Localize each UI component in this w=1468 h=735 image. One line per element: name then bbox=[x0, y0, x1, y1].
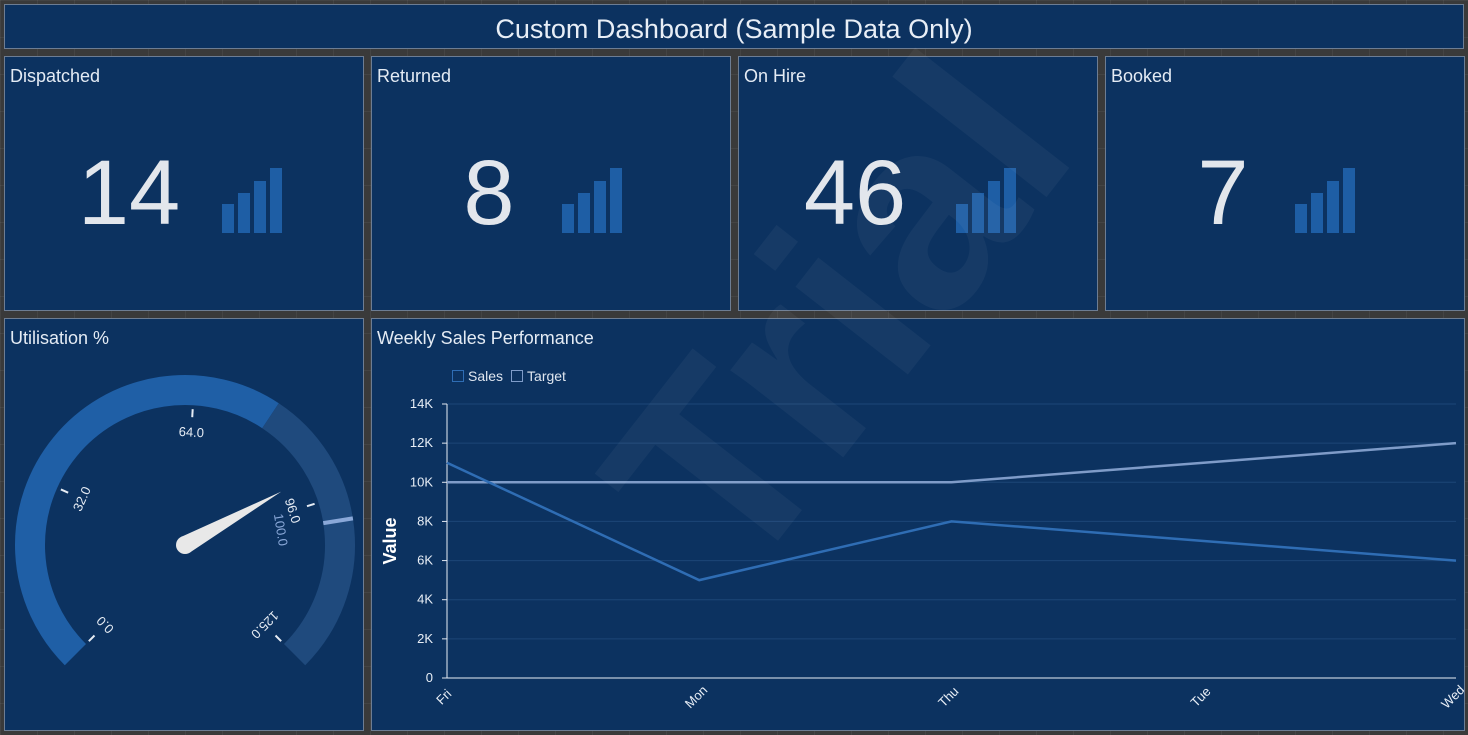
signal-bars-icon bbox=[956, 168, 1016, 233]
chart-panel: Weekly Sales Performance Sales Target 0 2… bbox=[371, 318, 1465, 731]
gauge-tick-label: 0.0 bbox=[93, 613, 116, 636]
kpi-value: 7 bbox=[1197, 142, 1249, 244]
kpi-panel-booked: Booked 7 bbox=[1105, 56, 1465, 311]
x-tick-label: Thu bbox=[935, 684, 961, 710]
legend-item-target[interactable]: Target bbox=[511, 368, 566, 384]
kpi-panel-returned: Returned 8 bbox=[371, 56, 731, 311]
gauge-arc-track bbox=[262, 403, 355, 666]
gauge-tick-label: 64.0 bbox=[178, 424, 204, 440]
gauge-value-marker bbox=[322, 516, 354, 526]
kpi-value: 46 bbox=[803, 142, 907, 244]
chart-legend: Sales Target bbox=[452, 368, 574, 384]
gauge-tick-label: 32.0 bbox=[70, 484, 94, 513]
gauge-panel: Utilisation % 0.0 32.0 64.0 96.0 125.0 100.0 bbox=[4, 318, 364, 731]
legend-swatch-sales bbox=[452, 370, 464, 382]
y-tick-label: 0 bbox=[426, 670, 433, 685]
series-line-target bbox=[447, 441, 1457, 484]
kpi-label: Booked bbox=[1111, 66, 1173, 86]
gauge-needle-hub bbox=[176, 536, 194, 554]
y-tick-label: 4K bbox=[417, 592, 433, 607]
x-tick-label: Fri bbox=[433, 686, 454, 707]
signal-bars-icon bbox=[562, 168, 622, 233]
x-tick-label: Mon bbox=[682, 683, 710, 711]
dashboard-title-bar: Custom Dashboard (Sample Data Only) bbox=[4, 4, 1464, 49]
y-tick-label: 6K bbox=[417, 553, 433, 568]
gauge-title: Utilisation % bbox=[10, 328, 110, 348]
legend-label-sales: Sales bbox=[468, 368, 504, 384]
dashboard-title: Custom Dashboard (Sample Data Only) bbox=[495, 14, 973, 44]
gauge-value-label: 100.0 bbox=[271, 513, 291, 547]
y-tick-label: 2K bbox=[417, 631, 433, 646]
gauge-tick-label: 96.0 bbox=[282, 496, 304, 525]
signal-bars-icon bbox=[1295, 168, 1355, 233]
chart-title: Weekly Sales Performance bbox=[377, 328, 594, 348]
y-axis-label: Value bbox=[380, 517, 400, 564]
gauge-tick bbox=[88, 634, 96, 642]
legend-label-target: Target bbox=[527, 368, 566, 384]
kpi-panel-dispatched: Dispatched 14 bbox=[4, 56, 364, 311]
gauge-tick bbox=[60, 488, 69, 494]
gauge-tick bbox=[274, 634, 282, 642]
x-tick-label: Wed bbox=[1438, 682, 1464, 711]
kpi-label: Returned bbox=[377, 66, 452, 86]
gauge-needle bbox=[180, 491, 282, 553]
y-tick-label: 14K bbox=[410, 396, 433, 411]
legend-item-sales[interactable]: Sales bbox=[452, 368, 503, 384]
series-line-sales bbox=[446, 461, 1457, 582]
kpi-value: 8 bbox=[463, 142, 515, 244]
y-tick-label: 12K bbox=[410, 435, 433, 450]
weekly-sales-chart: 0 2K 4K 6K 8K 10K 12K 14K Fri Mon Thu Tue Wed Value bbox=[380, 396, 1464, 711]
kpi-label: Dispatched bbox=[10, 66, 101, 86]
x-tick-label: Tue bbox=[1188, 684, 1214, 710]
signal-bars-icon bbox=[222, 168, 282, 233]
y-tick-label: 8K bbox=[417, 513, 433, 528]
kpi-value: 14 bbox=[77, 142, 181, 244]
gauge-arc-filled bbox=[15, 375, 279, 666]
kpi-label: On Hire bbox=[744, 66, 807, 86]
legend-swatch-target bbox=[511, 370, 524, 382]
kpi-panel-on-hire: On Hire 46 bbox=[738, 56, 1098, 311]
gauge-tick bbox=[306, 502, 315, 508]
y-tick-label: 10K bbox=[410, 474, 433, 489]
